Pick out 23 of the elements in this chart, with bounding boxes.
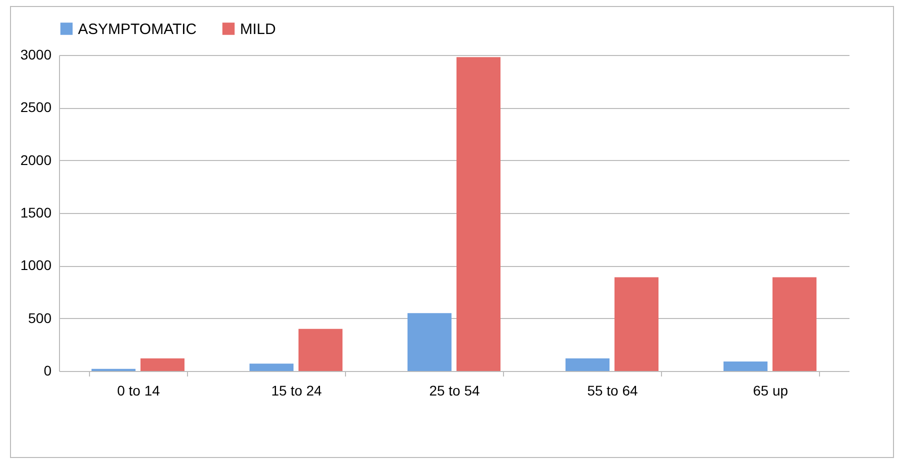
legend-label: ASYMPTOMATIC	[78, 20, 197, 38]
y-tick-label: 3000	[20, 46, 52, 62]
bar	[250, 364, 294, 371]
x-tick-label: 0 to 14	[117, 382, 160, 398]
bar	[140, 358, 184, 371]
bar	[408, 313, 452, 371]
bar	[456, 57, 500, 371]
y-tick-label: 1000	[20, 257, 52, 274]
bar	[724, 362, 768, 371]
x-tick-label: 55 to 64	[587, 382, 638, 398]
y-tick-label: 0	[44, 362, 52, 378]
legend-label: MILD	[240, 20, 276, 38]
bar	[298, 328, 342, 371]
y-tick-label: 2500	[20, 99, 52, 116]
bar	[614, 277, 658, 371]
bar	[566, 358, 610, 371]
x-tick-label: 15 to 24	[271, 382, 322, 398]
bar	[772, 277, 816, 371]
y-tick-label: 2000	[20, 152, 52, 168]
x-tick-label: 65 up	[752, 382, 788, 398]
y-tick-label: 1500	[20, 204, 52, 220]
x-tick-label: 25 to 54	[429, 382, 480, 398]
y-tick-label: 500	[28, 310, 52, 326]
